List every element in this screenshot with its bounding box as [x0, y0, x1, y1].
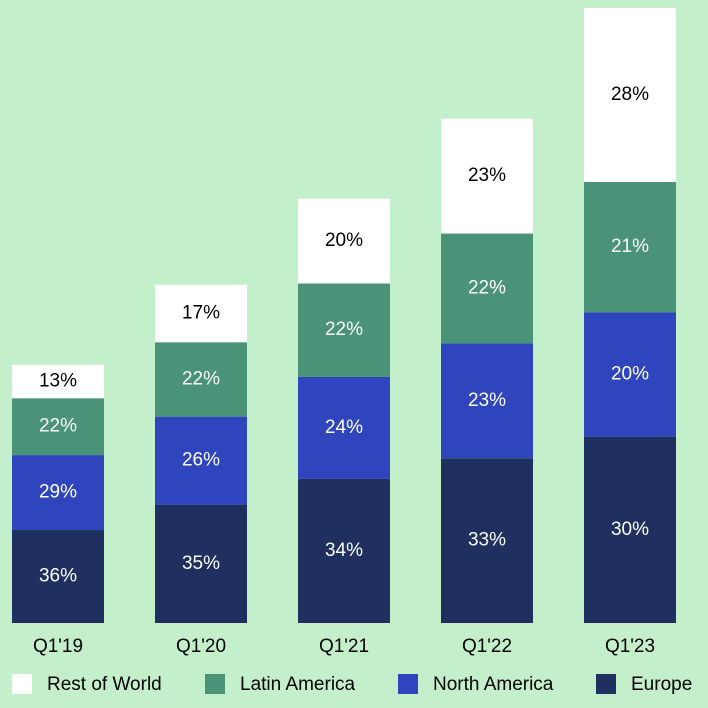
bar-segment: [155, 284, 247, 343]
value-label: 22%: [468, 277, 506, 298]
value-label: 22%: [39, 416, 77, 437]
x-tick-label: Q1'20: [176, 636, 226, 657]
bar-segment: [12, 530, 104, 623]
value-label: 26%: [182, 450, 220, 471]
value-label: 21%: [611, 236, 649, 257]
value-label: 20%: [611, 364, 649, 385]
bar-segment: [12, 398, 104, 456]
value-label: 23%: [468, 165, 506, 186]
x-tick-label: Q1'22: [462, 636, 512, 657]
value-label: 29%: [39, 482, 77, 503]
legend-swatch: [12, 674, 32, 694]
bar-segment: [441, 458, 533, 623]
value-label: 13%: [39, 371, 77, 392]
value-label: 34%: [325, 540, 363, 561]
value-label: 30%: [611, 519, 649, 540]
bar-segment: [155, 342, 247, 417]
bar-segment: [584, 312, 676, 437]
bar-segment: [155, 504, 247, 623]
legend-label: Rest of World: [47, 674, 162, 695]
x-tick-label: Q1'19: [33, 636, 83, 657]
value-label: 17%: [182, 303, 220, 324]
bar-segment: [441, 343, 533, 459]
bar-segment: [441, 233, 533, 344]
legend-label: North America: [433, 674, 554, 695]
bar-segment: [155, 416, 247, 505]
value-label: 20%: [325, 230, 363, 251]
value-label: 35%: [182, 553, 220, 574]
value-label: 28%: [611, 84, 649, 105]
bar-segment: [584, 8, 676, 182]
value-label: 33%: [468, 530, 506, 551]
x-tick-label: Q1'21: [319, 636, 369, 657]
bar-segment: [298, 198, 390, 284]
value-label: 23%: [468, 390, 506, 411]
legend-swatch: [205, 674, 225, 694]
legend-label: Europe: [631, 674, 692, 695]
bar-segment: [584, 436, 676, 623]
bar-segment: [298, 376, 390, 479]
x-tick-label: Q1'23: [605, 636, 655, 657]
bar-segment: [12, 364, 104, 399]
legend-swatch: [596, 674, 616, 694]
bar-segment: [584, 181, 676, 313]
bar-segment: [298, 478, 390, 623]
legend-swatch: [398, 674, 418, 694]
bar-segment: [12, 455, 104, 531]
legend-label: Latin America: [240, 674, 356, 695]
bar-segment: [441, 118, 533, 234]
bar-segment: [298, 283, 390, 377]
value-label: 24%: [325, 417, 363, 438]
value-label: 36%: [39, 566, 77, 587]
value-label: 22%: [325, 319, 363, 340]
value-label: 22%: [182, 368, 220, 389]
